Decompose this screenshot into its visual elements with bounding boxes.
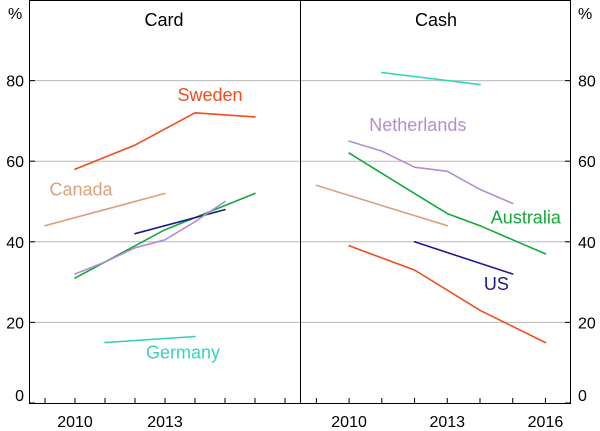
- y-tick-label-right-20: 20: [578, 315, 596, 332]
- y-tick-label-right-40: 40: [578, 235, 596, 252]
- y-tick-label-left-40: 40: [6, 235, 24, 252]
- series-line-card-australia: [74, 192, 256, 279]
- series-line-cash-australia: [348, 152, 547, 255]
- x-tick-label-cash-2010: 2010: [331, 414, 367, 431]
- panel-title-card: Card: [144, 10, 183, 30]
- x-tick-label-cash-2016: 2016: [528, 414, 564, 431]
- y-unit-right: %: [578, 6, 592, 23]
- series-lines: [44, 71, 547, 344]
- x-tick-label-card-2010: 2010: [57, 414, 93, 431]
- series-line-cash-netherlands: [348, 140, 514, 205]
- series-line-card-germany: [104, 335, 196, 344]
- series-label-card-germany: Germany: [146, 343, 220, 363]
- x-tick-label-cash-2013: 2013: [429, 414, 465, 431]
- series-line-card-canada: [44, 192, 166, 227]
- series-line-card-sweden: [74, 112, 256, 171]
- y-tick-label-right-60: 60: [578, 154, 596, 171]
- panel-title-cash: Cash: [415, 10, 457, 30]
- series-label-cash-us: US: [484, 274, 509, 294]
- x-tick-label-card-2013: 2013: [147, 414, 183, 431]
- y-tick-label-right-80: 80: [578, 74, 596, 91]
- series-label-cash-australia: Australia: [491, 208, 562, 228]
- y-tick-label-left-60: 60: [6, 154, 24, 171]
- series-line-card-us: [134, 208, 226, 235]
- y-tick-label-left-0: 0: [15, 388, 24, 405]
- series-line-card-netherlands: [74, 200, 226, 275]
- y-tick-label-right-0: 0: [578, 388, 587, 405]
- series-label-card-canada: Canada: [49, 179, 113, 199]
- y-tick-label-left-20: 20: [6, 315, 24, 332]
- series-label-card-sweden: Sweden: [177, 85, 242, 105]
- axes: Card Cash % % 0 0 20 20 40 40 60 60 80 80 2010 2013…: [6, 0, 596, 431]
- series-line-cash-canada: [315, 184, 449, 227]
- y-unit-left: %: [8, 6, 22, 23]
- series-labels: Sweden Canada Germany Netherlands Australia U…: [49, 85, 561, 363]
- y-tick-label-left-80: 80: [6, 74, 24, 91]
- series-line-cash-germany: [380, 71, 481, 86]
- series-label-cash-netherlands: Netherlands: [369, 115, 466, 135]
- series-line-cash-sweden: [348, 245, 547, 344]
- series-line-cash-us: [413, 241, 514, 275]
